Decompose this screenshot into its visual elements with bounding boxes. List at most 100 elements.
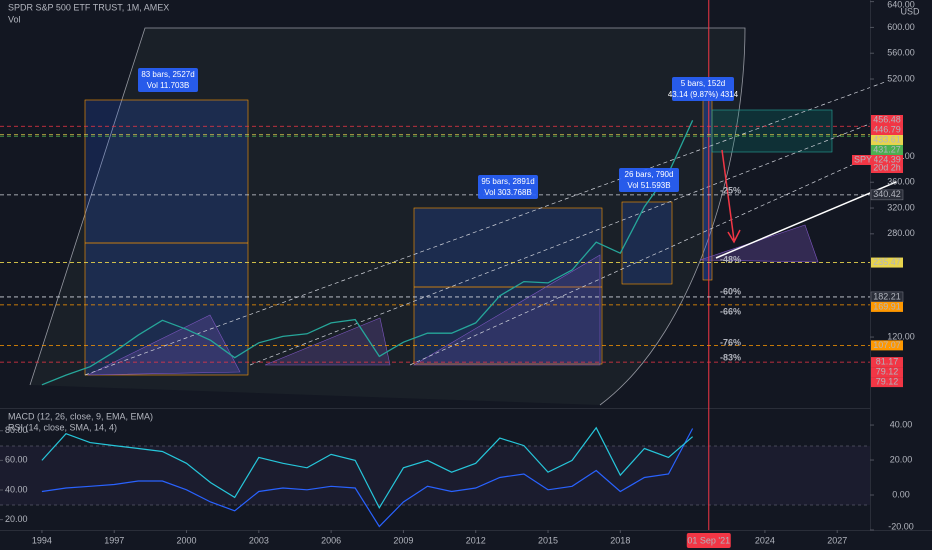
price-tag: 107.07 — [873, 340, 901, 350]
measure-annotation: 26 bars, 790d Vol 51.593B — [619, 168, 679, 192]
range-box — [84, 99, 249, 376]
trend-line — [84, 81, 886, 376]
x-tick-label: 1997 — [104, 535, 124, 545]
x-tick-label: 2027 — [827, 535, 847, 545]
x-tick-label: 1994 — [32, 535, 52, 545]
price-tag: 79.12 — [876, 366, 899, 376]
y-tick-label: 360.00 — [887, 177, 915, 187]
drawdown-label: -83% — [720, 352, 741, 362]
x-tick-label: 2018 — [610, 535, 630, 545]
fan — [264, 317, 391, 366]
price-tag-bg — [871, 301, 903, 312]
price-tag-bg — [871, 367, 903, 378]
rsi-tick-label: 20.00 — [5, 514, 28, 524]
price-tag: 182.21 — [873, 291, 901, 301]
annotation-text: 83 bars, 2527d — [141, 70, 194, 79]
price-tag: 431.27 — [873, 144, 901, 154]
symbol-title: SPDR S&P 500 ETF TRUST, 1M, AMEX — [8, 2, 169, 12]
annotation-text: Vol 11.703B — [147, 81, 190, 90]
y-tick-label: 640.00 — [887, 0, 915, 9]
x-tick-label: 2012 — [466, 535, 486, 545]
drawdown-label: -60% — [720, 286, 741, 296]
trend-line — [249, 117, 886, 366]
price-tag: 169.91 — [873, 301, 901, 311]
y-tick-label: 600.00 — [887, 22, 915, 32]
price-tag: 433.61 — [873, 134, 901, 144]
drawdown-label: -25% — [720, 185, 741, 195]
price-tag-bg — [871, 357, 903, 368]
price-tag-bg — [871, 257, 903, 268]
drawings — [0, 0, 932, 531]
x-tick-label: 2000 — [177, 535, 197, 545]
price-line — [41, 120, 694, 386]
annotation-text: Vol 51.593B — [627, 181, 670, 190]
annotation-text: 26 bars, 790d — [625, 170, 674, 179]
fan — [412, 254, 601, 366]
macd-tick-label: -20.00 — [888, 521, 914, 531]
annotation-bg — [138, 68, 198, 92]
macd-tick-label: 0.00 — [892, 489, 910, 499]
support-line — [715, 181, 897, 259]
cursor-label-bg — [686, 533, 731, 548]
rsi-tick-label: 60.00 — [5, 455, 28, 465]
measure-annotation: 95 bars, 2891d Vol 303.768B — [478, 175, 538, 199]
x-tick-label: 2003 — [249, 535, 269, 545]
countdown-bg — [871, 163, 903, 173]
annotation-bg — [672, 77, 734, 101]
y-tick-label: 320.00 — [887, 202, 915, 212]
rsi-line — [41, 426, 693, 510]
volume-label: Vol — [8, 14, 21, 24]
annotation-text: 5 bars, 152d — [681, 79, 725, 88]
y-tick-label: 120.00 — [887, 331, 915, 341]
measure-annotation: 83 bars, 2527d Vol 11.703B — [138, 68, 198, 92]
macd-line — [41, 428, 694, 528]
measure-annotation: 5 bars, 152d 43.14 (9.87%) 4314 — [668, 77, 739, 101]
macd-tick-label: 20.00 — [890, 454, 913, 464]
zone-box — [711, 109, 833, 153]
countdown: 20d 2h — [873, 162, 901, 172]
drawdown-label: -66% — [720, 306, 741, 316]
range-box — [702, 99, 713, 281]
rsi-tick-label: 40.00 — [5, 484, 28, 494]
price-tag-bg — [870, 189, 904, 201]
rsi-title: RSI (14, close, SMA, 14, 4) — [8, 422, 117, 432]
y-tick-label: 560.00 — [887, 48, 915, 58]
price-tag: 340.42 — [873, 189, 901, 199]
macd-tick-label: 40.00 — [890, 419, 913, 429]
price-tag: 446.79 — [873, 124, 901, 134]
drawdown-label: -76% — [720, 337, 741, 347]
price-tag-bg — [871, 134, 903, 145]
price-tag-bg — [871, 144, 903, 155]
range-box — [621, 201, 673, 285]
price-tag-bg — [871, 154, 903, 165]
annotation-text: Vol 303.768B — [484, 188, 532, 197]
rsi-tick-label: 80.00 — [5, 425, 28, 435]
symbol-tag-bg — [852, 154, 874, 165]
drawdown-label: -48% — [720, 254, 741, 264]
x-tick-label: 2024 — [755, 535, 775, 545]
trend-line — [409, 149, 886, 366]
price-tag-bg — [871, 340, 903, 351]
price-tag: 81.17 — [876, 356, 899, 366]
annotation-text: 43.14 (9.87%) 4314 — [668, 90, 739, 99]
annotation-bg — [619, 168, 679, 192]
x-tick-label: 2009 — [393, 535, 413, 545]
price-tag-bg — [871, 377, 903, 388]
cursor-label: 01 Sep '21 — [687, 535, 730, 545]
symbol-tag: SPY — [854, 154, 872, 164]
price-tag: 79.12 — [876, 376, 899, 386]
price-tag-bg — [871, 124, 903, 135]
x-tick-label: 2006 — [321, 535, 341, 545]
annotation-bg — [478, 175, 538, 199]
price-tag-bg — [871, 114, 903, 125]
currency: USD — [900, 6, 920, 16]
fan-outline — [29, 27, 746, 406]
x-tick-label: 2015 — [538, 535, 558, 545]
price-tag: 235.47 — [873, 257, 901, 267]
y-tick-label: 280.00 — [887, 228, 915, 238]
macd-title: MACD (12, 26, close, 9, EMA, EMA) — [8, 411, 153, 421]
price-tag: 456.48 — [873, 114, 901, 124]
annotation-text: 95 bars, 2891d — [481, 177, 534, 186]
